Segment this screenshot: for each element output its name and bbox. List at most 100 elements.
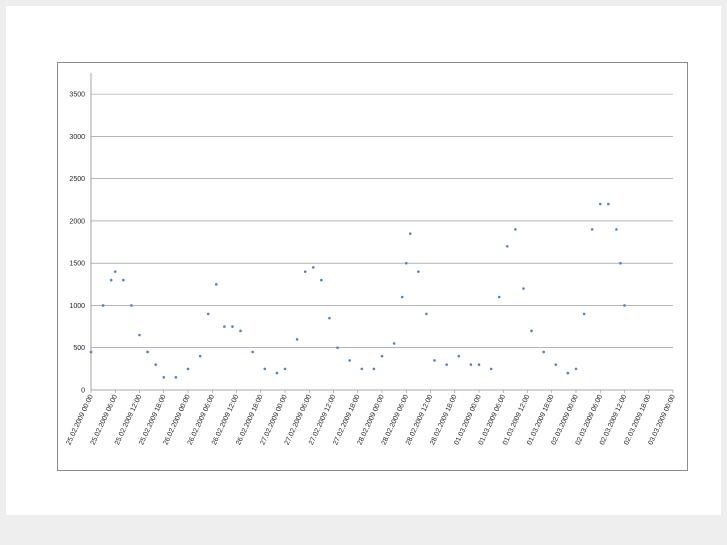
data-point (566, 371, 570, 375)
data-point (198, 354, 202, 358)
data-point (477, 363, 481, 366)
x-tick-label: 25.02.2009 12:00 (114, 394, 143, 446)
y-tick-label: 500 (73, 345, 85, 352)
data-point (130, 304, 133, 307)
data-point (113, 270, 117, 273)
data-point (186, 367, 190, 371)
data-point (445, 363, 448, 366)
data-point (425, 312, 428, 316)
x-tick-label: 27.02.2009 12:00 (308, 394, 337, 446)
x-tick-label: 28.02.2009 00:00 (356, 394, 385, 446)
data-point (206, 312, 210, 316)
chart-frame: 0 500 1000 1500 2000 2500 3000 3500 25.02.2009 … (57, 62, 688, 471)
data-point (231, 325, 234, 328)
data-point (122, 278, 125, 282)
data-point (615, 228, 618, 231)
x-tick-label: 02.03.2009 18:00 (623, 394, 652, 446)
x-tick-label: 03.03.2009 00:00 (647, 394, 676, 446)
data-points (89, 202, 626, 379)
data-point (154, 363, 157, 366)
data-point (574, 367, 578, 371)
data-point (303, 270, 307, 273)
data-point (392, 342, 396, 345)
data-point (554, 363, 558, 366)
data-point (263, 367, 267, 371)
data-point (372, 367, 376, 371)
data-point (417, 270, 420, 273)
y-tick-label: 3500 (69, 92, 85, 99)
x-tick-label: 27.02.2009 18:00 (332, 394, 361, 446)
data-point (598, 202, 602, 206)
y-tick-label: 1500 (69, 261, 85, 268)
x-tick-label: 02.03.2009 12:00 (599, 394, 628, 446)
x-tick-label: 25.02.2009 18:00 (138, 394, 167, 446)
data-point (223, 325, 226, 328)
data-point (320, 278, 323, 282)
data-point (380, 354, 384, 358)
data-point (505, 244, 509, 248)
data-point (489, 367, 493, 371)
page: 0 500 1000 1500 2000 2500 3000 3500 25.02.2009 … (6, 6, 721, 515)
data-point (101, 304, 105, 307)
x-tick-label: 28.02.2009 06:00 (381, 394, 410, 446)
data-point (146, 350, 149, 354)
data-point (522, 287, 525, 290)
x-tick-label: 01.03.2009 06:00 (478, 394, 507, 446)
data-point (530, 329, 533, 333)
data-point (283, 367, 287, 371)
data-point (542, 350, 545, 354)
data-point (162, 376, 166, 379)
x-tick-label: 25.02.2009 06:00 (90, 394, 119, 446)
x-tick-label: 02.03.2009 06:00 (575, 394, 604, 446)
data-point (514, 228, 517, 231)
data-point (239, 329, 242, 333)
x-tick-label: 27.02.2009 06:00 (284, 394, 313, 446)
data-point (623, 304, 626, 307)
x-tick-label: 27.02.2009 00:00 (259, 394, 288, 446)
data-point (311, 266, 315, 269)
x-tick-label: 26.02.2009 06:00 (187, 394, 216, 446)
y-tick-labels: 0 500 1000 1500 2000 2500 3000 3500 (69, 92, 85, 395)
y-tick-label: 3000 (69, 134, 85, 141)
x-tick-label: 26.02.2009 18:00 (235, 394, 264, 446)
x-tick-label: 25.02.2009 00:00 (65, 394, 94, 446)
y-tick-label: 2500 (69, 176, 85, 183)
x-tick-label: 28.02.2009 12:00 (405, 394, 434, 446)
x-tick-label: 26.02.2009 12:00 (211, 394, 240, 446)
data-point (607, 202, 610, 206)
data-point (400, 295, 404, 299)
data-point (328, 316, 331, 320)
data-point (275, 371, 279, 375)
data-point (295, 337, 299, 341)
data-point (404, 261, 408, 265)
data-point (582, 312, 586, 316)
data-point (360, 367, 364, 371)
y-tick-label: 0 (81, 388, 85, 395)
x-tick-label: 28.02.2009 18:00 (429, 394, 458, 446)
data-point (408, 232, 412, 235)
data-point (619, 261, 622, 265)
y-tick-label: 2000 (69, 218, 85, 225)
x-tick-label: 26.02.2009 00:00 (162, 394, 191, 446)
data-point (138, 333, 141, 337)
y-tick-label: 1000 (69, 303, 85, 310)
gridlines (91, 93, 673, 349)
data-point (336, 346, 339, 350)
x-tick-label: 01.03.2009 12:00 (502, 394, 531, 446)
data-point (214, 283, 218, 286)
x-tick-label: 02.03.2009 00:00 (550, 394, 579, 446)
x-tick-label: 01.03.2009 00:00 (453, 394, 482, 446)
axes (90, 73, 674, 393)
data-point (433, 359, 436, 362)
data-point (89, 350, 93, 354)
data-point (251, 350, 254, 354)
data-point (109, 278, 113, 282)
x-tick-label: 01.03.2009 18:00 (526, 394, 555, 446)
data-point (174, 376, 178, 379)
data-point (348, 359, 351, 362)
scatter-chart: 0 500 1000 1500 2000 2500 3000 3500 25.02.2009 … (65, 73, 677, 446)
data-point (457, 354, 461, 358)
data-point (497, 295, 501, 299)
data-point (590, 228, 594, 231)
